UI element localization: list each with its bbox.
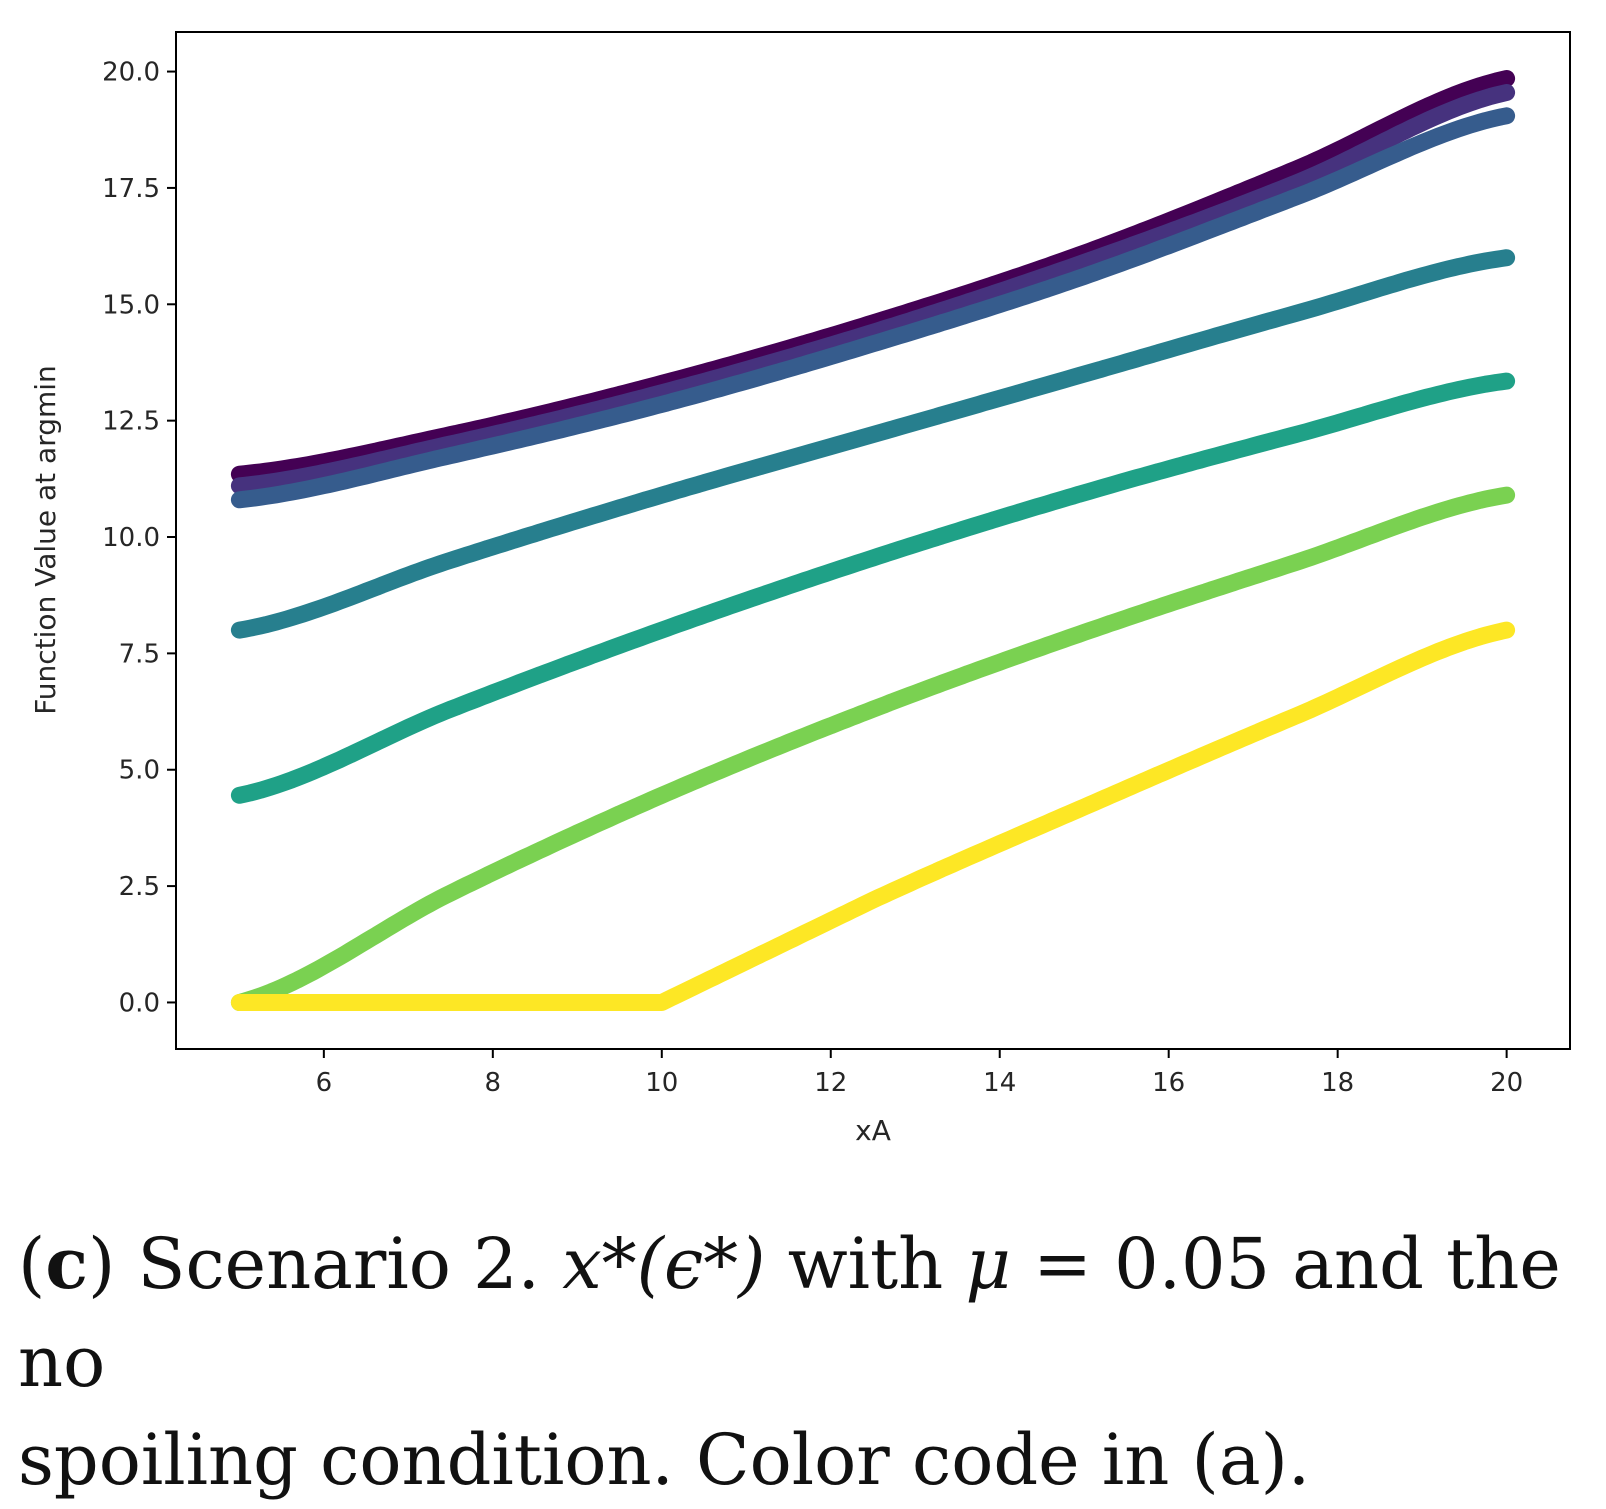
- y-tick-label: 17.5: [102, 174, 160, 204]
- series-1: [230, 70, 1516, 483]
- y-tick-label: 2.5: [119, 872, 160, 902]
- x-tick-label: 8: [485, 1068, 502, 1098]
- x-tick-label: 10: [645, 1068, 678, 1098]
- caption-text-3: and the no: [18, 1223, 1561, 1403]
- x-axis: 6 8 10 12 14 16 18 20: [316, 1049, 1523, 1098]
- caption-line-1: (c) Scenario 2. x*(ϵ*) with μ = 0.05 and…: [18, 1222, 1561, 1403]
- y-tick-label: 7.5: [119, 639, 160, 669]
- figure-caption: (c) Scenario 2. x*(ϵ*) with μ = 0.05 and…: [18, 1215, 1598, 1509]
- x-tick-label: 20: [1490, 1068, 1523, 1098]
- caption-math: x*(ϵ*): [562, 1223, 766, 1305]
- y-axis-label: Function Value at argmin: [29, 365, 62, 715]
- series-5: [230, 372, 1516, 804]
- plot-area: [230, 70, 1516, 1011]
- series-2: [230, 84, 1516, 495]
- series-3: [230, 107, 1516, 509]
- x-axis-label: xA: [855, 1114, 891, 1147]
- y-axis: 0.0 2.5 5.0 7.5 10.0 12.5 15.0 17.5 20.0: [102, 58, 176, 1018]
- x-tick-label: 16: [1152, 1068, 1185, 1098]
- y-tick-label: 0.0: [119, 988, 160, 1018]
- caption-line-2: spoiling condition. Color code in (a).: [18, 1419, 1311, 1501]
- x-tick-label: 14: [983, 1068, 1016, 1098]
- caption-mu: μ: [965, 1223, 1012, 1305]
- axes-frame: [175, 31, 1571, 1050]
- series-7: [230, 621, 1516, 1011]
- y-tick-label: 5.0: [119, 756, 160, 786]
- caption-text-2: with: [765, 1223, 966, 1305]
- chart: 6 8 10 12 14 16 18 20 0.0 2.5 5.0 7.5 10.0 12.5 15.0 1…: [29, 31, 1571, 1147]
- x-tick-label: 18: [1321, 1068, 1354, 1098]
- caption-label: c: [45, 1222, 88, 1305]
- y-tick-label: 10.0: [102, 523, 160, 553]
- series-4: [230, 249, 1516, 639]
- y-tick-label: 20.0: [102, 58, 160, 88]
- caption-text-1: Scenario 2.: [137, 1223, 563, 1305]
- x-tick-label: 12: [814, 1068, 847, 1098]
- series-6: [230, 486, 1516, 1011]
- x-tick-label: 6: [316, 1068, 333, 1098]
- caption-equals: = 0.05: [1011, 1223, 1271, 1305]
- y-tick-label: 12.5: [102, 407, 160, 437]
- y-tick-label: 15.0: [102, 290, 160, 320]
